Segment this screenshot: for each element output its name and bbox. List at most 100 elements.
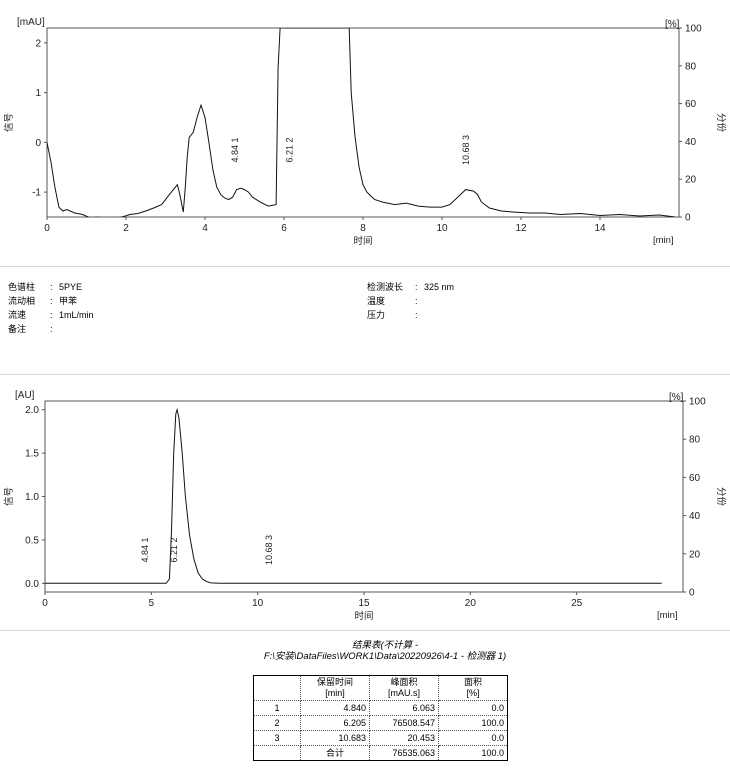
x-tick-label: 15 xyxy=(358,598,370,609)
cell-pct: 0.0 xyxy=(438,730,508,746)
condition-pressure: 压力: xyxy=(367,310,418,320)
y2-tick-label: 0 xyxy=(689,588,695,599)
header-line: 保留时间 xyxy=(316,677,353,687)
header-unit: [mAU.s] xyxy=(387,688,420,698)
y2-tick-label: 40 xyxy=(689,511,701,522)
y2-unit-label: [%] xyxy=(665,19,680,30)
x-tick-label: 8 xyxy=(360,223,366,234)
x-unit-label: [min] xyxy=(657,610,678,621)
divider xyxy=(0,630,730,631)
condition-value: 5PYE xyxy=(59,282,83,292)
y2-tick-label: 80 xyxy=(689,435,701,446)
y2-axis-label: 分份 xyxy=(715,113,727,133)
y2-tick-label: 100 xyxy=(689,397,706,408)
condition-value: 甲苯 xyxy=(59,296,78,306)
x-tick-label: 25 xyxy=(571,598,583,609)
x-tick-label: 20 xyxy=(465,598,477,609)
table-header-area: 峰面积 [mAU.s] xyxy=(369,675,439,701)
y-unit-label: [mAU] xyxy=(17,17,45,28)
condition-remarks: 备注: xyxy=(8,324,53,334)
cell-index: 3 xyxy=(253,730,301,746)
x-tick-label: 4 xyxy=(202,223,208,234)
x-tick-label: 14 xyxy=(594,223,606,234)
peak-label: 4.84 1 xyxy=(140,537,150,562)
table-row: 3 10.683 20.453 0.0 xyxy=(253,730,508,746)
condition-label: 备注 xyxy=(8,324,27,334)
table-header-row: 保留时间 [min] 峰面积 [mAU.s] 面积 [%] xyxy=(253,675,508,701)
condition-wavelength: 检测波长:325 nm xyxy=(367,282,455,292)
cell-area: 76508.547 xyxy=(369,715,439,731)
condition-value: 1mL/min xyxy=(59,310,94,320)
y-axis-label: 信号 xyxy=(3,113,15,132)
cell-pct: 0.0 xyxy=(438,700,508,716)
chart2-svg: 0 5 10 15 20 25 0.0 0.5 1.0 1.5 2.0 0 20 40 60 80 100 [AU… xyxy=(3,390,727,622)
cell-pct: 100.0 xyxy=(438,715,508,731)
condition-label: 流速 xyxy=(8,310,27,320)
y-tick-label: 0 xyxy=(35,138,41,149)
table-row: 1 4.840 6.063 0.0 xyxy=(253,700,508,716)
divider xyxy=(0,374,730,375)
header-line: 峰面积 xyxy=(390,677,418,687)
x-tick-label: 10 xyxy=(436,223,448,234)
condition-column: 色谱柱:5PYE xyxy=(8,282,83,292)
chromatogram-zoomed: 0 2 4 6 8 10 12 14 -1 0 1 2 0 20 40 60 80 100 [mAU] [%] 时间 [m… xyxy=(0,0,730,252)
results-table: 保留时间 [min] 峰面积 [mAU.s] 面积 [%] 1 4.840 6.063… xyxy=(253,675,508,761)
y2-tick-label: 0 xyxy=(685,213,691,224)
cell-rt: 6.205 xyxy=(300,715,370,731)
cell-index xyxy=(253,745,301,761)
cell-rt: 10.683 xyxy=(300,730,370,746)
y-tick-label: 2.0 xyxy=(25,405,39,416)
condition-label: 流动相 xyxy=(8,296,36,306)
y-tick-label: 0.5 xyxy=(25,535,39,546)
y2-unit-label: [%] xyxy=(669,392,684,403)
table-header-pct: 面积 [%] xyxy=(438,675,508,701)
x-tick-label: 0 xyxy=(42,598,48,609)
y-axis-label: 信号 xyxy=(3,487,15,506)
condition-label: 检测波长 xyxy=(367,282,404,292)
y2-tick-label: 100 xyxy=(685,24,702,35)
results-path: F:\安装\DataFiles\WORK1\Data\20220926\4-1 … xyxy=(263,651,507,662)
x-axis-label: 时间 xyxy=(353,235,372,247)
cell-area: 6.063 xyxy=(369,700,439,716)
peak-label: 10.68 3 xyxy=(461,135,471,165)
condition-label: 色谱柱 xyxy=(8,282,36,292)
results-title: 结果表(不计算 - xyxy=(352,640,418,651)
y-tick-label: 1.5 xyxy=(25,449,39,460)
y2-axis-label: 分份 xyxy=(715,487,727,507)
header-line: 面积 xyxy=(463,677,482,687)
table-header-index xyxy=(253,675,301,701)
y-tick-label: -1 xyxy=(32,188,41,199)
cell-rt: 4.840 xyxy=(300,700,370,716)
y2-tick-label: 20 xyxy=(685,175,697,186)
chromatogram-full: 0 5 10 15 20 25 0.0 0.5 1.0 1.5 2.0 0 20 40 60 80 100 [AU… xyxy=(0,380,730,628)
x-unit-label: [min] xyxy=(653,235,674,246)
y2-tick-label: 20 xyxy=(689,549,701,560)
plot-frame xyxy=(44,400,684,593)
x-tick-label: 12 xyxy=(515,223,527,234)
y-tick-label: 1 xyxy=(35,88,41,99)
peak-label: 6.21 2 xyxy=(284,137,294,162)
condition-temperature: 温度: xyxy=(367,296,418,306)
peak-label: 10.68 3 xyxy=(264,535,274,565)
plot-frame xyxy=(46,27,680,218)
y-tick-label: 0.0 xyxy=(25,579,39,590)
table-header-rt: 保留时间 [min] xyxy=(300,675,370,701)
condition-label: 温度 xyxy=(367,296,386,306)
cell-area: 20.453 xyxy=(369,730,439,746)
table-row: 2 6.205 76508.547 100.0 xyxy=(253,715,508,731)
header-unit: [min] xyxy=(325,688,345,698)
x-tick-label: 0 xyxy=(44,223,50,234)
header-unit: [%] xyxy=(466,688,480,698)
table-total-row: 合计 76535.063 100.0 xyxy=(253,745,508,761)
divider xyxy=(0,266,730,267)
cell-total-area: 76535.063 xyxy=(369,745,439,761)
peak-label: 6.21 2 xyxy=(169,537,179,562)
y-tick-label: 1.0 xyxy=(25,492,39,503)
x-tick-label: 6 xyxy=(281,223,287,234)
y2-tick-label: 60 xyxy=(685,99,697,110)
signal-trace xyxy=(47,28,676,217)
cell-total-label: 合计 xyxy=(300,745,370,761)
y2-tick-label: 60 xyxy=(689,473,701,484)
y-tick-label: 2 xyxy=(35,38,41,49)
